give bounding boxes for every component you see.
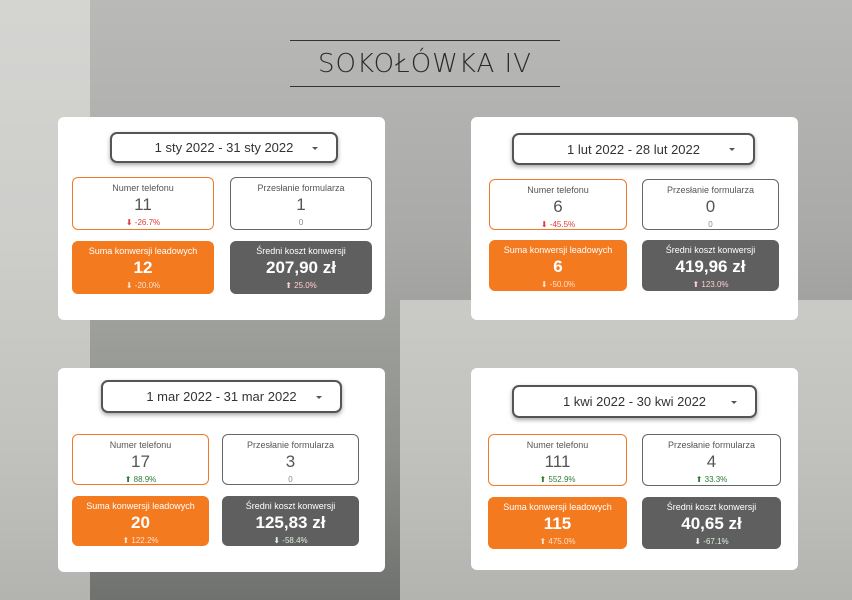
- kpi-card: Przesłanie formularza 1 0: [230, 177, 372, 230]
- kpi-value: 17: [131, 452, 150, 471]
- kpi-delta: ⬆ 123.0%: [692, 280, 729, 289]
- kpi-value: 1: [296, 195, 306, 214]
- kpi-label: Średni koszt konwersji: [245, 501, 336, 511]
- kpi-label: Średni koszt konwersji: [665, 245, 756, 255]
- kpi-card: Suma konwersji leadowych 12 ⬇ -20.0%: [72, 241, 214, 294]
- kpi-delta: 0: [288, 475, 293, 484]
- kpi-delta: ⬆ 122.2%: [122, 536, 159, 545]
- page-title: SOKOŁÓWKA IV: [290, 40, 560, 87]
- kpi-delta: ⬇ -58.4%: [273, 536, 308, 545]
- kpi-value: 6: [553, 257, 563, 276]
- kpi-card: Suma konwersji leadowych 20 ⬆ 122.2%: [72, 496, 209, 546]
- kpi-value: 40,65 zł: [681, 514, 742, 533]
- kpi-value: 125,83 zł: [255, 513, 326, 532]
- kpi-card: Średni koszt konwersji 40,65 zł ⬇ -67.1%: [642, 497, 781, 549]
- kpi-delta: 0: [708, 220, 713, 229]
- date-range: 1 kwi 2022 - 30 kwi 2022: [562, 394, 707, 409]
- kpi-card: Numer telefonu 11 ⬇ -26.7%: [72, 177, 214, 230]
- kpi-label: Przesłanie formularza: [257, 183, 345, 193]
- kpi-delta: ⬇ -50.0%: [540, 280, 576, 289]
- kpi-value: 111: [544, 452, 571, 471]
- kpi-card: Przesłanie formularza 3 0: [222, 434, 359, 485]
- kpi-label: Suma konwersji leadowych: [503, 245, 613, 255]
- kpi-value: 6: [553, 197, 563, 216]
- kpi-card: Suma konwersji leadowych 6 ⬇ -50.0%: [489, 240, 627, 291]
- kpi-card: Średni koszt konwersji 419,96 zł ⬆ 123.0%: [642, 240, 779, 291]
- date-range: 1 lut 2022 - 28 lut 2022: [567, 141, 700, 157]
- kpi-delta: ⬆ 552.9%: [539, 475, 576, 484]
- kpi-label: Numer telefonu: [109, 440, 172, 450]
- kpi-delta: ⬇ -26.7%: [125, 218, 161, 227]
- kpi-delta: ⬆ 25.0%: [285, 281, 317, 290]
- date-range-dropdown[interactable]: 1 mar 2022 - 31 mar 2022: [101, 380, 342, 413]
- kpi-label: Numer telefonu: [527, 185, 589, 195]
- kpi-label: Numer telefonu: [112, 183, 174, 193]
- kpi-card: Średni koszt konwersji 207,90 zł ⬆ 25.0%: [230, 241, 372, 294]
- kpi-delta: ⬇ -20.0%: [125, 281, 161, 290]
- kpi-value: 115: [543, 514, 572, 533]
- kpi-value: 20: [131, 513, 150, 532]
- dropdown-caret: [731, 400, 737, 404]
- kpi-label: Średni koszt konwersji: [256, 246, 346, 256]
- kpi-card: Numer telefonu 17 ⬆ 88.9%: [72, 434, 209, 485]
- kpi-label: Średni koszt konwersji: [666, 502, 757, 512]
- kpi-label: Przesłanie formularza: [666, 185, 755, 195]
- kpi-value: 11: [134, 195, 152, 214]
- kpi-value: 3: [285, 452, 296, 471]
- kpi-delta: ⬆ 475.0%: [539, 537, 576, 546]
- kpi-delta: ⬇ -67.1%: [694, 537, 729, 546]
- kpi-card: Numer telefonu 6 ⬇ -45.5%: [489, 179, 627, 230]
- kpi-card: Suma konwersji leadowych 115 ⬆ 475.0%: [488, 497, 627, 549]
- kpi-value: 12: [133, 258, 153, 277]
- dropdown-caret: [316, 395, 322, 399]
- kpi-card: Średni koszt konwersji 125,83 zł ⬇ -58.4%: [222, 496, 359, 546]
- kpi-card: Przesłanie formularza 0 0: [642, 179, 779, 230]
- dropdown-caret: [729, 148, 735, 151]
- dropdown-caret: [312, 146, 318, 150]
- date-range-dropdown[interactable]: 1 kwi 2022 - 30 kwi 2022: [512, 385, 757, 418]
- kpi-value: 0: [705, 197, 716, 216]
- kpi-label: Suma konwersji leadowych: [86, 501, 195, 511]
- kpi-delta: ⬇ -45.5%: [540, 220, 576, 229]
- kpi-delta: ⬆ 33.3%: [695, 475, 728, 484]
- date-range: 1 sty 2022 - 31 sty 2022: [154, 140, 294, 155]
- kpi-label: Suma konwersji leadowych: [88, 246, 198, 256]
- kpi-card: Przesłanie formularza 4 ⬆ 33.3%: [642, 434, 781, 486]
- kpi-value: 4: [706, 452, 717, 471]
- kpi-label: Przesłanie formularza: [667, 440, 756, 450]
- date-range-dropdown[interactable]: 1 lut 2022 - 28 lut 2022: [512, 133, 755, 165]
- kpi-label: Suma konwersji leadowych: [503, 502, 612, 512]
- kpi-value: 207,90 zł: [266, 258, 336, 277]
- kpi-label: Przesłanie formularza: [246, 440, 335, 450]
- kpi-label: Numer telefonu: [526, 440, 589, 450]
- kpi-delta: ⬆ 88.9%: [124, 475, 157, 484]
- kpi-delta: 0: [298, 218, 304, 227]
- date-range: 1 mar 2022 - 31 mar 2022: [146, 389, 297, 404]
- kpi-card: Numer telefonu 111 ⬆ 552.9%: [488, 434, 627, 486]
- kpi-value: 419,96 zł: [675, 257, 746, 276]
- date-range-dropdown[interactable]: 1 sty 2022 - 31 sty 2022: [110, 132, 338, 163]
